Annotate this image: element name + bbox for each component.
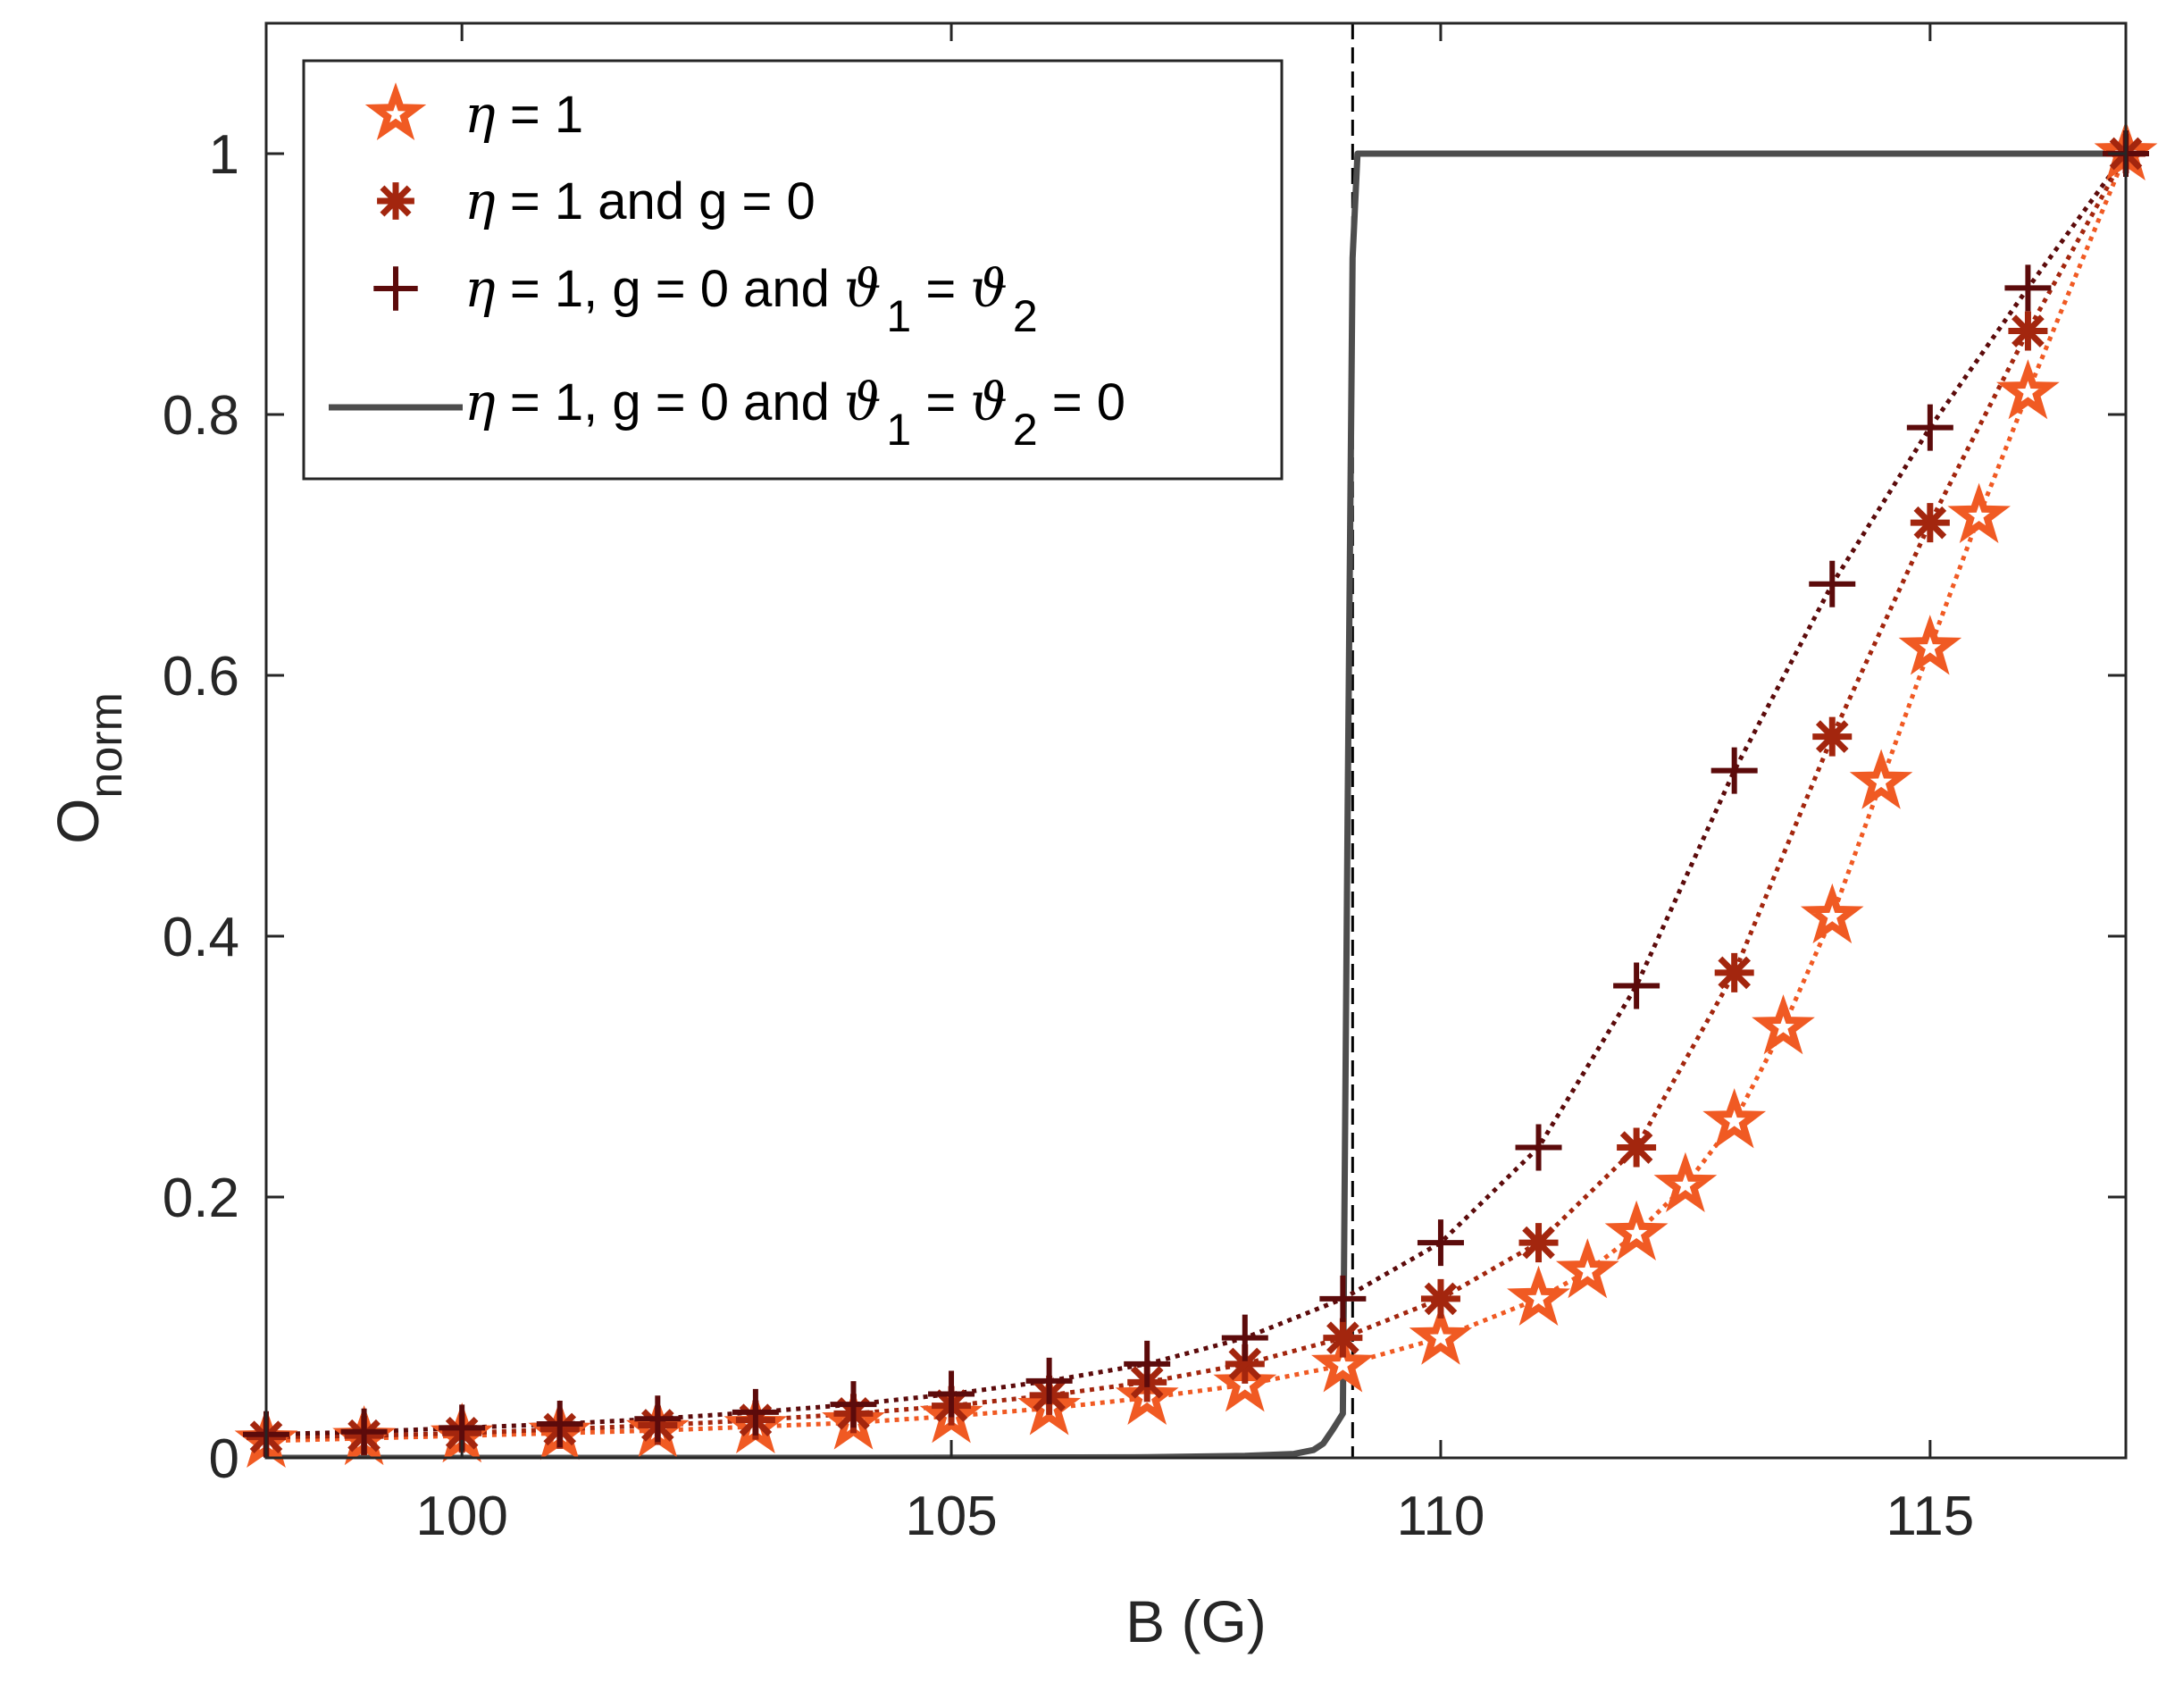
legend-text-part: = 1 [496,86,583,144]
data-point-eta1-g0 [1420,1278,1460,1319]
data-point-eta1-g0-theta-equal [536,1401,583,1448]
data-point-eta1 [1702,1088,1767,1149]
legend-text-part: = 1, g = 0 and [496,373,844,431]
legend-text-part: = 1 and g = 0 [496,172,816,230]
data-point-eta1-g0-theta-equal [1711,747,1758,794]
x-tick-label: 115 [1886,1486,1974,1547]
legend-greek-symbol: η [464,372,496,432]
legend-greek-symbol: η [464,171,496,231]
x-tick-label: 105 [905,1486,997,1547]
data-point-eta1 [1996,359,2060,420]
series-line-eta1-g0-theta-equal [266,152,2126,1437]
data-point-eta1 [1800,883,1864,944]
data-point-eta1-g0 [1225,1344,1265,1384]
data-point-eta1-g0-theta-equal [928,1370,975,1418]
legend-plus-icon [373,266,418,311]
legend-subscript: 1 [886,291,911,341]
y-tick-label: 0.8 [163,385,239,447]
legend-subscript: 2 [1013,291,1038,341]
data-point-eta1-g0-theta-equal [1124,1340,1171,1387]
legend-star-icon [364,82,427,141]
legend-text-part: = 1, g = 0 and [496,260,844,318]
data-point-eta1-g0-theta-equal [1221,1314,1268,1361]
legend-text-part: = [911,373,970,431]
data-point-eta1 [1507,1265,1570,1326]
data-point-eta1-g0 [1323,1318,1363,1358]
legend-greek-symbol: ϑ [844,258,881,319]
data-point-eta1-g0-theta-equal [1417,1219,1464,1267]
legend-greek-symbol: ϑ [970,372,1007,432]
data-point-eta1-g0-theta-equal [830,1381,877,1428]
y-tick-label: 0.4 [163,907,239,968]
data-point-eta1-g0 [2008,311,2048,351]
y-axis-label-main: O [45,799,111,844]
y-axis-title: Onorm [45,692,132,844]
data-point-eta1 [1849,749,1913,809]
x-axis-title: B (G) [1125,1588,1267,1654]
legend-greek-symbol: ϑ [844,372,881,432]
data-point-eta1-g0-theta-equal [1025,1357,1073,1404]
legend-text-part: = 0 [1038,373,1125,431]
data-point-eta1 [1653,1151,1718,1212]
legend-greek-symbol: ϑ [970,258,1007,319]
data-point-eta1-g0-theta-equal [1809,560,1856,607]
data-point-eta1-g0-theta-equal [2004,264,2052,312]
plot-frame [264,21,2128,1460]
y-tick-label: 0.6 [163,646,239,707]
data-point-eta1 [1947,482,2011,543]
legend-asterisk-icon [377,182,414,220]
y-tick-label: 1 [209,124,239,186]
legend-greek-symbol: η [464,258,496,319]
y-tick-label: 0.2 [163,1168,239,1229]
legend-subscript: 1 [886,405,911,455]
data-point-eta1-g0 [1617,1127,1657,1168]
x-tick-label: 110 [1397,1486,1485,1547]
data-point-eta1-g0-theta-equal [732,1388,779,1436]
data-point-eta1-g0-theta-equal [1906,404,1953,451]
x-axis-label: B (G) [1125,1588,1267,1654]
data-point-eta1 [1604,1200,1669,1260]
data-point-eta1-g0 [1910,503,1950,543]
data-point-eta1-g0-theta-equal [1515,1124,1562,1171]
data-point-eta1-g0-theta-equal [1613,962,1660,1009]
data-point-eta1 [1752,994,1815,1055]
data-point-eta1-g0 [1518,1223,1559,1263]
legend-label: η = 1 and g = 0 [464,171,816,231]
series-line-eta1-g0-theta-zero [266,150,2126,1458]
svg-text:Onorm: Onorm [45,692,132,844]
data-point-eta1-g0 [1714,952,1754,992]
data-point-eta1-g0-theta-equal [634,1395,682,1443]
legend-greek-symbol: η [464,84,496,145]
legend-box [302,59,1284,481]
x-tick-label: 100 [415,1486,507,1547]
legend-subscript: 2 [1013,405,1038,455]
legend-label: η = 1 [464,84,583,145]
data-point-eta1-g0-theta-equal [1319,1275,1367,1322]
data-point-eta1-g0-theta-equal [340,1408,388,1455]
y-axis-label-subscript: norm [80,692,132,798]
data-point-eta1 [1409,1304,1473,1365]
data-point-eta1 [1311,1332,1375,1393]
data-point-eta1 [1555,1238,1619,1299]
legend-text-part: = [911,260,970,318]
data-point-eta1 [1898,615,1962,675]
y-tick-label: 0 [209,1428,239,1490]
data-point-eta1-g0 [1812,716,1853,757]
